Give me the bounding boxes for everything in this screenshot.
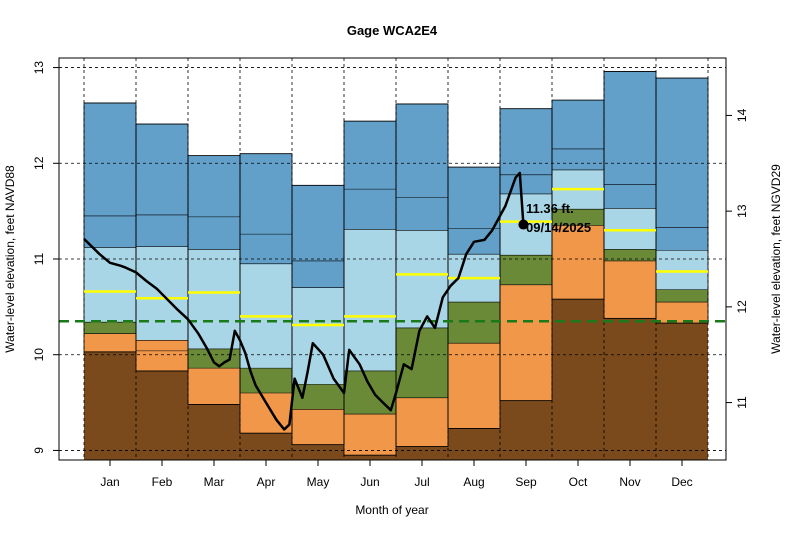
x-tick-label-jun: Jun bbox=[360, 475, 379, 489]
bands-layer bbox=[83, 71, 709, 461]
x-tick-label-nov: Nov bbox=[619, 475, 640, 489]
band-minimum-jan bbox=[84, 351, 136, 460]
x-tick-label-apr: Apr bbox=[257, 475, 276, 489]
x-tick-label-jul: Jul bbox=[414, 475, 429, 489]
y-axis-right: 11 12 13 14 bbox=[726, 108, 749, 409]
current-value-label: 11.36 ft. bbox=[526, 201, 574, 216]
y-right-tick-label-13: 13 bbox=[735, 204, 749, 218]
y-right-tick-label-12: 12 bbox=[735, 300, 749, 314]
x-tick-label-may: May bbox=[307, 475, 330, 489]
y-left-tick-label-11: 11 bbox=[32, 252, 46, 265]
band-minimum-may bbox=[292, 444, 344, 460]
y-axis-right-label: Water-level elevation, feet NGVD29 bbox=[769, 164, 783, 354]
x-axis-label: Month of year bbox=[355, 503, 428, 517]
band-minimum-nov bbox=[604, 318, 656, 460]
x-tick-label-jan: Jan bbox=[100, 475, 119, 489]
y-axis-left: 9 10 11 12 13 bbox=[32, 61, 59, 454]
x-axis: Jan Feb Mar Apr May Jun Jul Aug Sep Oct Nov Dec bbox=[100, 460, 693, 489]
band-minimum-mar bbox=[188, 404, 240, 460]
band-minimum-jun bbox=[344, 455, 396, 460]
y-left-tick-label-9: 9 bbox=[32, 447, 46, 454]
current-point-marker bbox=[518, 219, 529, 230]
band-minimum-feb bbox=[136, 370, 188, 460]
y-left-tick-label-13: 13 bbox=[32, 61, 46, 75]
band-minimum-sep bbox=[500, 400, 552, 460]
y-left-tick-label-10: 10 bbox=[32, 348, 46, 362]
band-minimum-jul bbox=[396, 446, 448, 460]
y-right-tick-label-11: 11 bbox=[735, 396, 749, 409]
current-series-line bbox=[83, 171, 525, 431]
x-tick-label-aug: Aug bbox=[463, 475, 484, 489]
y-left-tick-label-12: 12 bbox=[32, 156, 46, 170]
chart-title: Gage WCA2E4 bbox=[347, 23, 438, 38]
x-tick-label-feb: Feb bbox=[152, 475, 173, 489]
band-minimum-aug bbox=[448, 428, 500, 460]
x-tick-label-oct: Oct bbox=[569, 475, 588, 489]
plot-area: 11.36 ft. 09/14/2025 bbox=[58, 57, 727, 461]
x-tick-label-dec: Dec bbox=[671, 475, 692, 489]
x-tick-label-sep: Sep bbox=[515, 475, 537, 489]
y-right-tick-label-14: 14 bbox=[735, 108, 749, 122]
current-date-label: 09/14/2025 bbox=[526, 220, 591, 235]
band-p10-jun bbox=[344, 414, 396, 460]
band-minimum-apr bbox=[240, 433, 292, 460]
x-tick-label-mar: Mar bbox=[204, 475, 225, 489]
grid-layer bbox=[59, 58, 726, 460]
band-minimum-oct bbox=[552, 299, 604, 460]
band-minimum-dec bbox=[656, 323, 708, 460]
median-layer bbox=[84, 187, 708, 327]
y-axis-left-label: Water-level elevation, feet NAVD88 bbox=[3, 165, 17, 353]
